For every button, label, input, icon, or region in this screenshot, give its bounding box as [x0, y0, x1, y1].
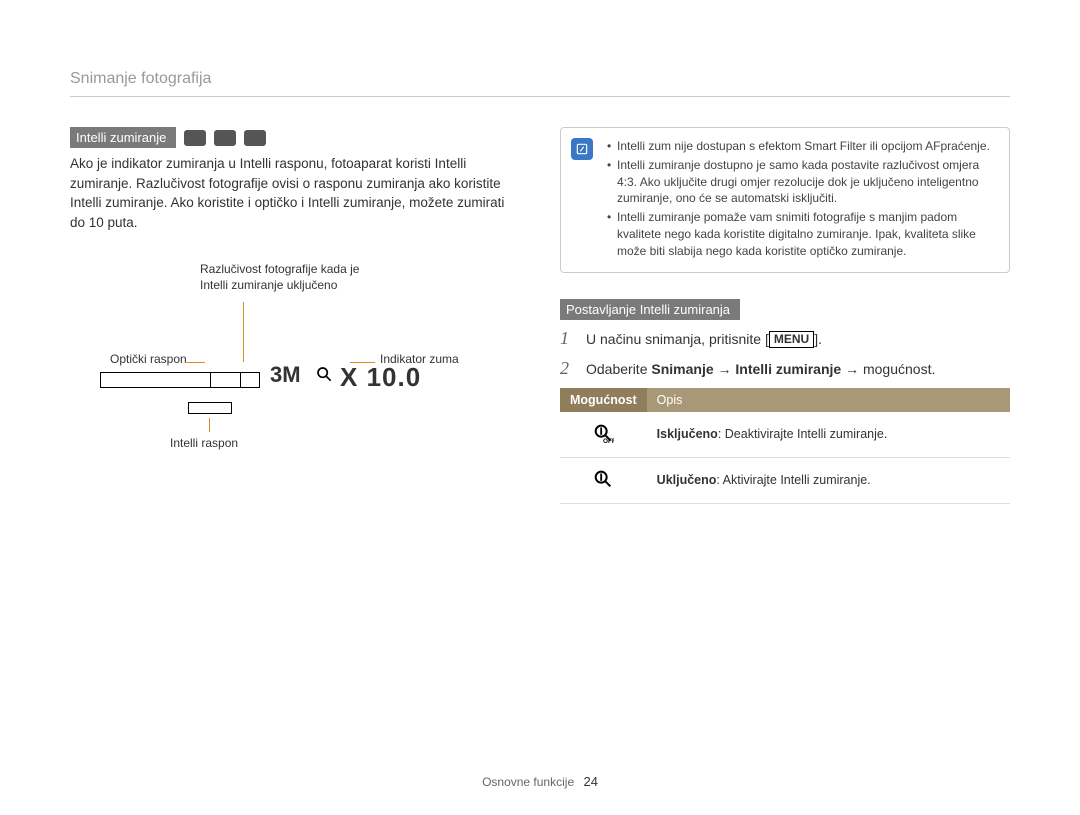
svg-text:OFF: OFF [603, 438, 614, 444]
diagram-top-label-line2: Intelli zumiranje uključeno [200, 278, 337, 292]
callout-line [243, 302, 244, 362]
callout-line [209, 418, 210, 432]
mode-icon-p [214, 130, 236, 146]
option-icon-cell: OFF [560, 412, 647, 458]
intelli-range-bar [188, 402, 232, 414]
note-list: Intelli zum nije dostupan s efektom Smar… [607, 138, 995, 260]
option-label: Uključeno [657, 473, 717, 487]
section-heading-intelli-zoom: Intelli zumiranje [70, 127, 176, 148]
table-row: Uključeno: Aktivirajte Intelli zumiranje… [560, 457, 1010, 503]
step-list: 1 U načinu snimanja, pritisnite [MENU]. … [560, 328, 1010, 380]
info-note-box: Intelli zum nije dostupan s efektom Smar… [560, 127, 1010, 273]
diagram-top-label-line1: Razlučivost fotografije kada je [200, 262, 359, 276]
option-icon-cell [560, 457, 647, 503]
step-text-part: mogućnost. [863, 361, 935, 377]
zoom-bar [100, 372, 260, 388]
zoom-diagram: Razlučivost fotografije kada je Intelli … [70, 262, 520, 462]
zoom-value-text: X 10.0 [340, 362, 421, 393]
table-header-row: Mogućnost Opis [560, 388, 1010, 412]
option-label: Isključeno [657, 427, 718, 441]
step-text-part: U načinu snimanja, pritisnite [ [586, 331, 769, 347]
step-1: 1 U načinu snimanja, pritisnite [MENU]. [560, 328, 1010, 350]
table-header-option: Mogućnost [560, 388, 647, 412]
info-icon [571, 138, 593, 160]
option-description-cell: Uključeno: Aktivirajte Intelli zumiranje… [647, 457, 1010, 503]
step-text-part: ]. [814, 331, 822, 347]
option-desc: : Deaktivirajte Intelli zumiranje. [718, 427, 888, 441]
menu-button-label: MENU [769, 331, 814, 349]
option-description-cell: Isključeno: Deaktivirajte Intelli zumira… [647, 412, 1010, 458]
note-item: Intelli zum nije dostupan s efektom Smar… [607, 138, 995, 155]
intelli-range-label: Intelli raspon [170, 436, 238, 450]
footer-page-number: 24 [583, 774, 597, 789]
step-2: 2 Odaberite Snimanje → Intelli zumiranje… [560, 358, 1010, 380]
option-desc: : Aktivirajte Intelli zumiranje. [716, 473, 870, 487]
left-column: Intelli zumiranje Ako je indikator zumir… [70, 127, 520, 504]
mode-icon-smart [184, 130, 206, 146]
options-table: Mogućnost Opis OFF Isključeno: Deaktivir… [560, 388, 1010, 504]
step-text-bold: Snimanje → Intelli zumiranje → [651, 361, 863, 377]
mode-icon-scene [244, 130, 266, 146]
footer-section-label: Osnovne funkcije [482, 775, 574, 789]
intro-paragraph: Ako je indikator zumiranja u Intelli ras… [70, 154, 520, 232]
step-text: U načinu snimanja, pritisnite [MENU]. [586, 328, 822, 350]
step-number: 1 [560, 328, 576, 350]
note-item: Intelli zumiranje pomaže vam snimiti fot… [607, 209, 995, 259]
intelli-zoom-on-icon [592, 468, 614, 490]
zoom-bar-optical-segment [101, 373, 211, 387]
table-header-description: Opis [647, 388, 1010, 412]
step-number: 2 [560, 358, 576, 380]
table-row: OFF Isključeno: Deaktivirajte Intelli zu… [560, 412, 1010, 458]
callout-line [185, 362, 205, 363]
resolution-badge-3m: 3M [270, 362, 301, 388]
optical-range-label: Optički raspon [110, 352, 187, 366]
right-column: Intelli zum nije dostupan s efektom Smar… [560, 127, 1010, 504]
page-header: Snimanje fotografija [70, 70, 1010, 97]
magnifier-icon [316, 366, 332, 382]
zoom-bar-intelli-segment [211, 373, 241, 387]
note-item: Intelli zumiranje dostupno je samo kada … [607, 157, 995, 207]
page-footer: Osnovne funkcije 24 [0, 774, 1080, 789]
section-heading-row: Intelli zumiranje [70, 127, 520, 148]
step-text: Odaberite Snimanje → Intelli zumiranje →… [586, 358, 935, 380]
diagram-top-label: Razlučivost fotografije kada je Intelli … [200, 262, 359, 293]
intelli-zoom-off-icon: OFF [592, 422, 614, 444]
section-heading-setting-intelli-zoom: Postavljanje Intelli zumiranja [560, 299, 740, 320]
step-text-part: Odaberite [586, 361, 651, 377]
